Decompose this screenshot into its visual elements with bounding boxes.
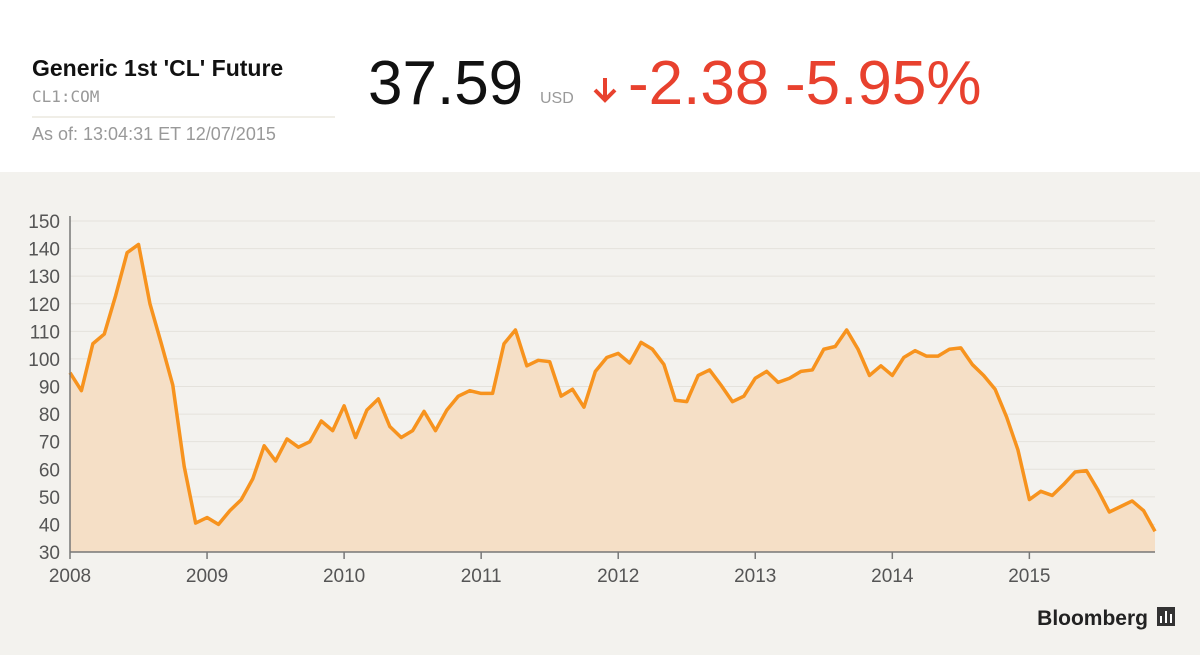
instrument-title: Generic 1st 'CL' Future [32,55,283,81]
brand: Bloomberg [1037,607,1148,630]
x-tick-label: 2009 [186,566,228,587]
plot: 30 40 50 60 70 80 90 100 110 120 130 140 150 2008 2009… [28,212,1157,587]
y-tick-label: 50 [39,488,60,509]
y-tick-label: 150 [28,212,60,233]
y-tick-label: 140 [28,240,60,261]
y-tick-label: 130 [28,267,60,288]
y-tick-label: 110 [30,322,60,343]
y-tick-label: 40 [39,515,60,536]
price: 37.59 [368,49,523,118]
x-tick-label: 2012 [597,566,639,587]
x-tick-label: 2014 [871,566,914,587]
ticker: CL1:COM [32,87,99,106]
y-tick-label: 60 [39,460,60,481]
y-tick-label: 70 [39,433,60,454]
y-tick-label: 30 [39,543,60,564]
x-tick-label: 2011 [461,566,502,587]
x-tick-label: 2010 [323,566,365,587]
x-tick-label: 2008 [49,566,91,587]
x-tick-label: 2013 [734,566,776,587]
change: -2.38 [628,49,769,118]
y-tick-label: 120 [28,295,60,316]
y-tick-label: 100 [28,350,60,371]
y-tick-label: 90 [39,378,60,399]
currency: USD [540,90,574,107]
y-tick-label: 80 [39,405,60,426]
down-arrow [593,78,617,103]
area [70,244,1155,552]
as-of: As of: 13:04:31 ET 12/07/2015 [32,124,276,144]
price-line [68,242,1157,533]
x-tick-label: 2015 [1008,566,1050,587]
brand-icon [1157,607,1175,626]
change-percent: -5.95% [785,49,981,118]
